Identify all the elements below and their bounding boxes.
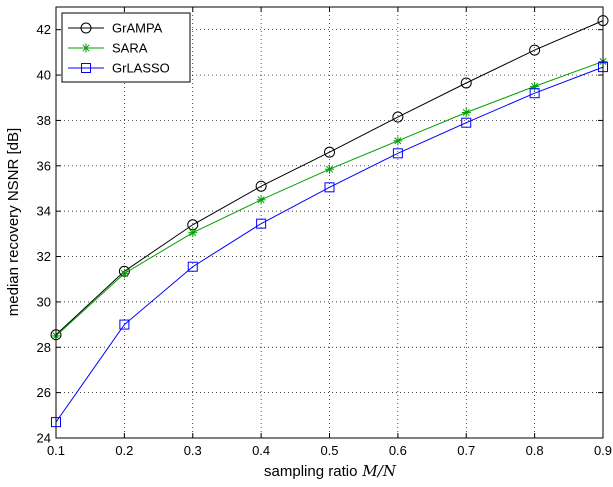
legend-label-grlasso: GrLASSO xyxy=(112,61,170,76)
x-axis-label-math: M/N xyxy=(361,462,396,480)
legend-marker-grampa xyxy=(80,22,92,34)
series-point-sara xyxy=(256,195,266,205)
legend-marker-grampa-shape xyxy=(80,22,92,34)
series-point-grampa-shape xyxy=(529,44,541,56)
series-point-grampa xyxy=(529,44,541,56)
series-point-sara xyxy=(188,228,198,238)
series-point-grampa xyxy=(255,180,267,192)
series-point-grampa-shape xyxy=(255,180,267,192)
y-tick-label: 26 xyxy=(37,385,51,400)
series-point-grlasso xyxy=(187,261,198,272)
y-tick-label: 24 xyxy=(37,431,51,446)
x-tick-label: 0.3 xyxy=(184,443,202,458)
series-point-sara-stroke xyxy=(189,229,197,237)
series-point-grampa xyxy=(324,146,335,158)
x-tick-label: 0.4 xyxy=(252,443,270,458)
series-point-grampa xyxy=(392,111,404,123)
x-tick-label: 0.6 xyxy=(389,443,407,458)
y-tick-label: 34 xyxy=(37,204,51,219)
y-tick-label: 40 xyxy=(37,68,51,83)
legend-label-grampa: GrAMPA xyxy=(112,21,163,36)
series-line-grlasso xyxy=(55,66,604,423)
y-tick-label: 30 xyxy=(37,294,51,309)
y-tick-label: 28 xyxy=(37,340,51,355)
y-axis-label: median recovery NSNR [dB] xyxy=(5,128,22,316)
series-point-grampa xyxy=(460,77,472,89)
x-axis-label: sampling ratio M/N xyxy=(264,462,397,480)
series-layer xyxy=(50,15,609,428)
legend-marker-grlasso-shape xyxy=(81,63,91,73)
x-tick-label: 0.5 xyxy=(320,443,338,458)
series-point-sara-stroke xyxy=(257,196,265,204)
y-tick-label: 42 xyxy=(37,22,51,37)
series-point-grlasso-shape xyxy=(461,117,472,128)
legend: GrAMPA SARA GrLASSO xyxy=(61,12,191,83)
y-tick-label: 32 xyxy=(37,249,51,264)
series-point-grampa-shape xyxy=(460,77,472,89)
series-point-grampa-shape xyxy=(392,111,404,123)
series-point-grlasso xyxy=(324,182,335,193)
x-tick-label: 0.2 xyxy=(115,443,133,458)
series-point-grlasso xyxy=(392,148,403,159)
series-point-grlasso-shape xyxy=(324,182,335,193)
series-point-sara xyxy=(393,136,403,146)
series-point-sara xyxy=(461,107,471,117)
series-point-grlasso-shape xyxy=(392,148,403,159)
ticks: 0.1 0.2 0.3 0.4 0.5 0.6 0.7 0.8 0.9 24 26 28 30 32 34 3… xyxy=(37,7,612,458)
legend-marker-sara xyxy=(81,43,91,53)
x-tick-label: 0.7 xyxy=(457,443,475,458)
series-point-sara-stroke xyxy=(120,270,128,278)
x-tick-label: 0.9 xyxy=(594,443,612,458)
legend-label-sara: SARA xyxy=(112,41,148,56)
series-point-grlasso-shape xyxy=(187,261,198,272)
series-point-grlasso-shape xyxy=(529,88,540,99)
series-point-grlasso-shape xyxy=(119,319,130,330)
y-tick-label: 38 xyxy=(37,113,51,128)
legend-marker-sara-stroke xyxy=(82,44,90,52)
series-line-grampa xyxy=(55,20,604,336)
series-point-sara-stroke xyxy=(462,108,470,117)
series-point-grlasso xyxy=(256,218,267,229)
series-point-sara xyxy=(325,164,334,174)
series-point-grlasso xyxy=(119,319,130,330)
series-point-grlasso-shape xyxy=(256,218,267,229)
x-tick-label: 0.8 xyxy=(526,443,544,458)
series-point-sara xyxy=(119,269,129,279)
series-point-sara-stroke xyxy=(325,165,334,173)
x-tick-label: 0.1 xyxy=(47,443,65,458)
y-tick-label: 36 xyxy=(37,158,51,173)
series-point-grampa-shape xyxy=(324,146,335,158)
x-axis-label-text: sampling ratio xyxy=(264,463,357,480)
series-point-sara xyxy=(530,81,540,91)
series-point-sara-stroke xyxy=(394,137,402,145)
series-point-grlasso xyxy=(461,117,472,128)
legend-marker-grlasso xyxy=(81,63,91,73)
series-point-grlasso xyxy=(529,88,540,99)
